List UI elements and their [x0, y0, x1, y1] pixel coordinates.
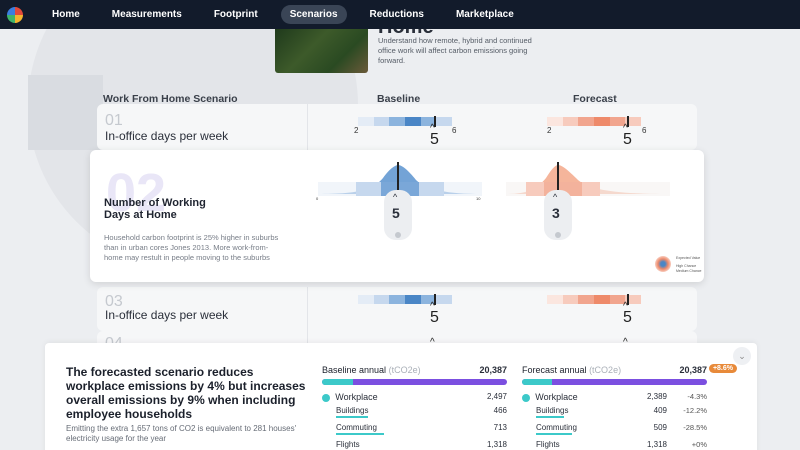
baseline-value-marker [434, 294, 436, 305]
summary-headline: The forecasted scenario reduces workplac… [66, 365, 306, 421]
nav-marketplace[interactable]: Marketplace [455, 9, 514, 20]
forecast-distribution-chart [506, 162, 670, 196]
nav-footprint[interactable]: Footprint [213, 9, 258, 20]
row-number: 03 [105, 293, 123, 310]
forecast-distribution-bar [547, 295, 642, 304]
baseline-total-bar [322, 379, 507, 385]
legend-medium-chance: Medium Chance [676, 269, 702, 273]
forecast-up-icon[interactable]: ^ [553, 192, 558, 202]
forecast-commuting-row: Commuting 509 -28.5% [536, 423, 707, 432]
baseline-workplace-row: Workplace 2,497 [322, 392, 507, 402]
row-label: In-office days per week [105, 308, 229, 322]
forecast-annual-column: Forecast annual (tCO2e) 20,387 +8.6% Wor… [522, 364, 737, 449]
baseline-buildings-row: Buildings 466 [336, 406, 507, 415]
baseline-annual-total: 20,387 [479, 365, 507, 375]
forecast-annual-title: Forecast annual (tCO2e) [522, 365, 622, 375]
baseline-distribution-bar [358, 295, 453, 304]
forecast-value-marker [627, 294, 629, 305]
baseline-value-marker [434, 116, 436, 127]
forecast-value-marker [627, 116, 629, 127]
baseline-annual-column: Baseline annual (tCO2e) 20,387 Workplace… [322, 365, 507, 449]
forecast-min: 2 [547, 126, 552, 135]
legend-high-chance: High Chance [676, 264, 697, 268]
legend-icon [655, 256, 671, 272]
forecast-value-stepper[interactable]: ^ 3 [544, 190, 572, 240]
forecast-buildings-bar [536, 416, 564, 418]
baseline-down-icon[interactable] [395, 232, 401, 238]
baseline-flights-row: Flights 1,318 [336, 440, 507, 449]
forecast-change-badge: +8.6% [708, 364, 737, 373]
forecast-max: 6 [642, 126, 647, 135]
card-number: 02 [106, 163, 167, 223]
top-nav: Home Measurements Footprint Scenarios Re… [0, 0, 800, 29]
baseline-caret-icon[interactable]: ^ [430, 337, 435, 348]
forecast-caret-icon[interactable]: ^ [623, 301, 628, 312]
forecast-commuting-bar [536, 433, 572, 435]
forecast-caret-icon[interactable]: ^ [623, 123, 628, 134]
workplace-dot-icon [322, 393, 330, 402]
forecast-value: 5 [623, 309, 632, 326]
baseline-axis-min: 0 [316, 196, 319, 201]
background-decoration-square [28, 75, 103, 150]
baseline-axis-max: 10 [476, 196, 481, 201]
forecast-caret-icon[interactable]: ^ [623, 337, 628, 348]
row-number: 01 [105, 112, 123, 129]
forecast-total-bar [522, 379, 707, 385]
nav-measurements[interactable]: Measurements [111, 9, 182, 20]
scenario-heading: Work From Home Scenario [103, 93, 238, 105]
collapse-chevron-icon[interactable]: ⌄ [733, 347, 751, 365]
baseline-value: 5 [430, 309, 439, 326]
row-divider [307, 331, 308, 351]
card-title: Number of Working Days at Home [104, 197, 206, 221]
hero-image [275, 29, 368, 73]
forecast-workplace-row: Workplace 2,389 -4.3% [522, 392, 707, 402]
baseline-buildings-bar [336, 416, 368, 418]
hero-description: Understand how remote, hybrid and contin… [378, 36, 532, 65]
row-label: In-office days per week [105, 129, 229, 143]
app-logo[interactable] [7, 6, 23, 23]
forecast-heading: Forecast [573, 93, 617, 105]
forecast-value: 5 [623, 131, 632, 148]
nav-reductions[interactable]: Reductions [369, 9, 424, 20]
baseline-commuting-row: Commuting 713 [336, 423, 507, 432]
workplace-dot-icon [522, 393, 530, 402]
baseline-heading: Baseline [377, 93, 421, 105]
forecast-buildings-row: Buildings 409 -12.2% [536, 406, 707, 415]
baseline-up-icon[interactable]: ^ [393, 192, 398, 202]
baseline-value: 5 [430, 131, 439, 148]
baseline-max: 6 [452, 126, 457, 135]
baseline-caret-icon[interactable]: ^ [430, 301, 435, 312]
forecast-distribution-bar [547, 117, 642, 126]
row-divider [307, 104, 308, 150]
forecast-annual-total: 20,387 [679, 365, 707, 375]
scenario-row-03[interactable]: 03 In-office days per week ^ 5 ^ 5 [97, 287, 697, 331]
forecast-focus-value: 3 [552, 205, 560, 221]
legend-title: Expected Value [676, 256, 701, 260]
nav-home[interactable]: Home [52, 9, 80, 20]
baseline-focus-value: 5 [392, 205, 400, 221]
forecast-flights-row: Flights 1,318 +0% [536, 440, 707, 449]
baseline-min: 2 [354, 126, 359, 135]
baseline-annual-title: Baseline annual (tCO2e) [322, 365, 421, 375]
forecast-down-icon[interactable] [555, 232, 561, 238]
results-panel: ⌄ The forecasted scenario reduces workpl… [45, 343, 757, 450]
scenario-row-01[interactable]: 01 In-office days per week 2 6 ^ 5 2 6 ^… [97, 104, 697, 150]
nav-scenarios[interactable]: Scenarios [280, 5, 347, 24]
summary-subtext: Emitting the extra 1,657 tons of CO2 is … [66, 424, 297, 443]
card-description: Household carbon footprint is 25% higher… [104, 233, 279, 262]
baseline-distribution-bar [358, 117, 453, 126]
baseline-caret-icon[interactable]: ^ [430, 123, 435, 134]
scenario-card-02[interactable]: 02 Number of Working Days at Home Househ… [90, 150, 704, 282]
baseline-commuting-bar [336, 433, 384, 435]
baseline-value-stepper[interactable]: ^ 5 [384, 190, 412, 240]
row-divider [307, 287, 308, 331]
